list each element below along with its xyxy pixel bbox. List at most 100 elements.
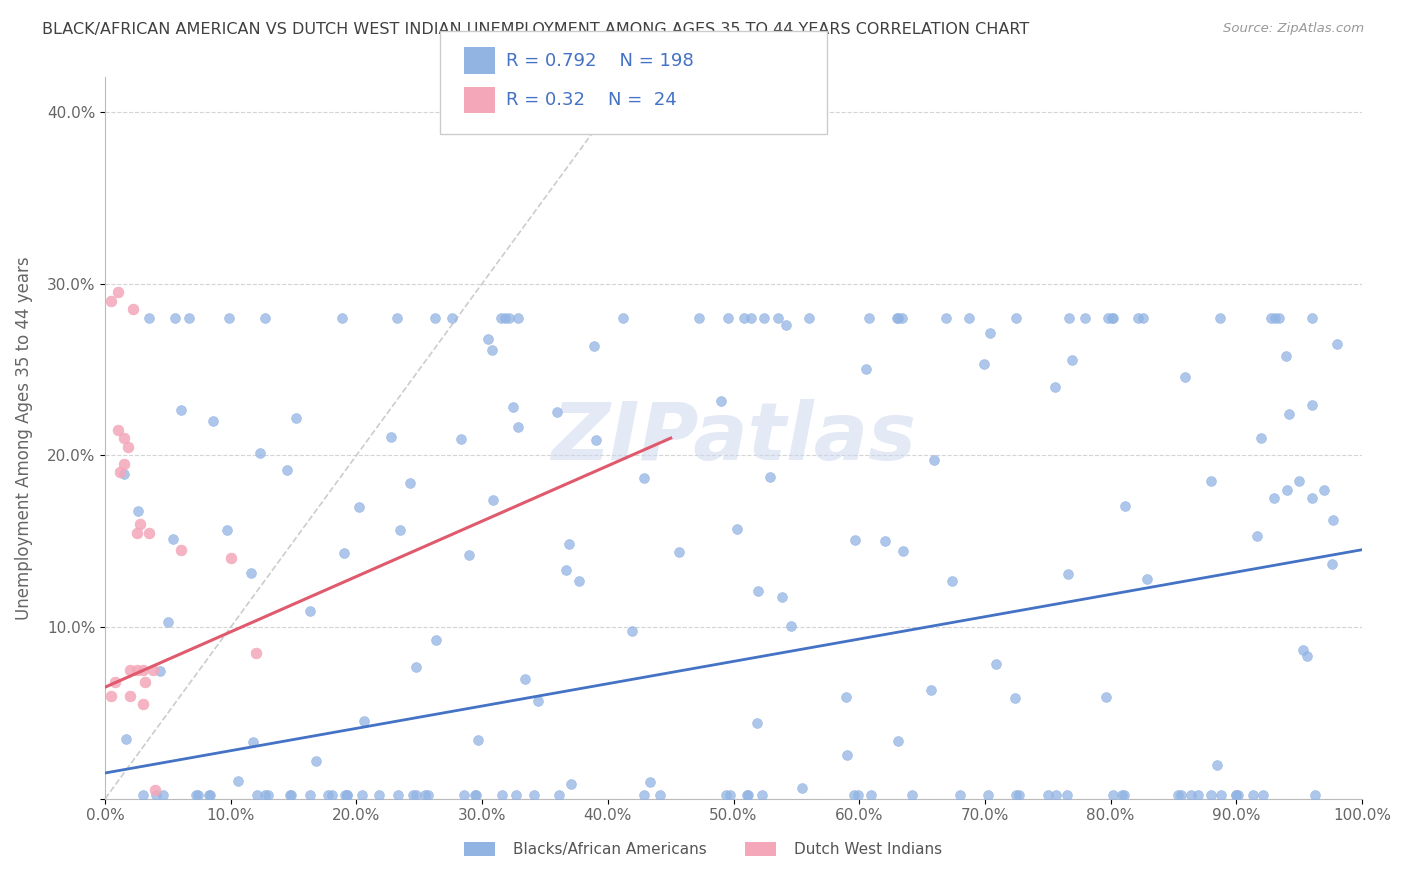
Point	[860, 789, 883, 803]
Point	[752, 310, 775, 325]
Point	[1180, 789, 1202, 803]
Point	[548, 789, 571, 803]
Point	[941, 574, 963, 588]
Point	[1246, 529, 1268, 543]
Point	[1320, 557, 1343, 571]
Point	[477, 332, 499, 346]
Point	[1043, 380, 1066, 394]
Point	[249, 446, 271, 460]
Point	[1132, 310, 1154, 325]
Point	[134, 675, 156, 690]
Point	[163, 310, 186, 325]
Point	[385, 310, 408, 325]
Point	[1057, 310, 1080, 325]
Point	[846, 789, 869, 803]
Point	[276, 463, 298, 477]
Point	[668, 545, 690, 559]
Point	[125, 525, 148, 540]
Point	[1263, 491, 1285, 506]
Point	[108, 466, 131, 480]
Point	[467, 733, 489, 747]
Point	[633, 471, 655, 485]
Point	[201, 414, 224, 428]
Point	[560, 777, 582, 791]
Point	[1102, 789, 1125, 803]
Point	[977, 789, 1000, 803]
Point	[121, 302, 143, 317]
Point	[285, 410, 308, 425]
Point	[380, 430, 402, 444]
Point	[887, 310, 910, 325]
Point	[1292, 642, 1315, 657]
Point	[316, 789, 339, 803]
Point	[132, 698, 155, 712]
Text: BLACK/AFRICAN AMERICAN VS DUTCH WEST INDIAN UNEMPLOYMENT AMONG AGES 35 TO 44 YEA: BLACK/AFRICAN AMERICAN VS DUTCH WEST IND…	[42, 22, 1029, 37]
Point	[298, 789, 321, 803]
Text: ZIPatlas: ZIPatlas	[551, 399, 917, 477]
Point	[405, 789, 427, 803]
Point	[1004, 310, 1026, 325]
Point	[1174, 370, 1197, 384]
Point	[751, 789, 773, 803]
Point	[1128, 310, 1150, 325]
Point	[440, 310, 463, 325]
Text: Dutch West Indians: Dutch West Indians	[794, 842, 942, 856]
Point	[245, 646, 267, 660]
Point	[494, 310, 516, 325]
Point	[149, 664, 172, 678]
Point	[152, 789, 174, 803]
Point	[1301, 398, 1323, 412]
Point	[1004, 691, 1026, 706]
Point	[1187, 789, 1209, 803]
Point	[957, 310, 980, 325]
Point	[198, 789, 221, 803]
Point	[745, 715, 768, 730]
Point	[226, 773, 249, 788]
Point	[1038, 789, 1060, 803]
Point	[112, 457, 135, 471]
Text: R = 0.32    N =  24: R = 0.32 N = 24	[506, 91, 676, 109]
Point	[405, 660, 427, 674]
Point	[1326, 336, 1348, 351]
Point	[330, 310, 353, 325]
Point	[1170, 789, 1192, 803]
Point	[759, 470, 782, 484]
Point	[558, 537, 581, 551]
Point	[242, 735, 264, 749]
Point	[425, 632, 447, 647]
Point	[766, 310, 789, 325]
Point	[465, 789, 488, 803]
Point	[901, 789, 924, 803]
Point	[780, 619, 803, 633]
Point	[336, 789, 359, 803]
Point	[648, 789, 671, 803]
Point	[413, 789, 436, 803]
Point	[125, 663, 148, 677]
Point	[1199, 474, 1222, 488]
Point	[1225, 789, 1247, 803]
Point	[138, 310, 160, 325]
Point	[709, 394, 731, 409]
Point	[790, 780, 813, 795]
Point	[246, 789, 269, 803]
Point	[347, 500, 370, 514]
Point	[1008, 789, 1031, 803]
Point	[489, 310, 512, 325]
Point	[1264, 310, 1286, 325]
Point	[239, 566, 262, 580]
Point	[797, 310, 820, 325]
Point	[219, 551, 242, 566]
Point	[215, 523, 238, 537]
Point	[253, 789, 276, 803]
Point	[973, 357, 995, 371]
Point	[1250, 431, 1272, 445]
Point	[491, 789, 513, 803]
Point	[949, 789, 972, 803]
Point	[733, 310, 755, 325]
Point	[1241, 789, 1264, 803]
Point	[1322, 513, 1344, 527]
Point	[526, 694, 548, 708]
Point	[388, 523, 411, 537]
Point	[453, 789, 475, 803]
Point	[1225, 789, 1247, 803]
